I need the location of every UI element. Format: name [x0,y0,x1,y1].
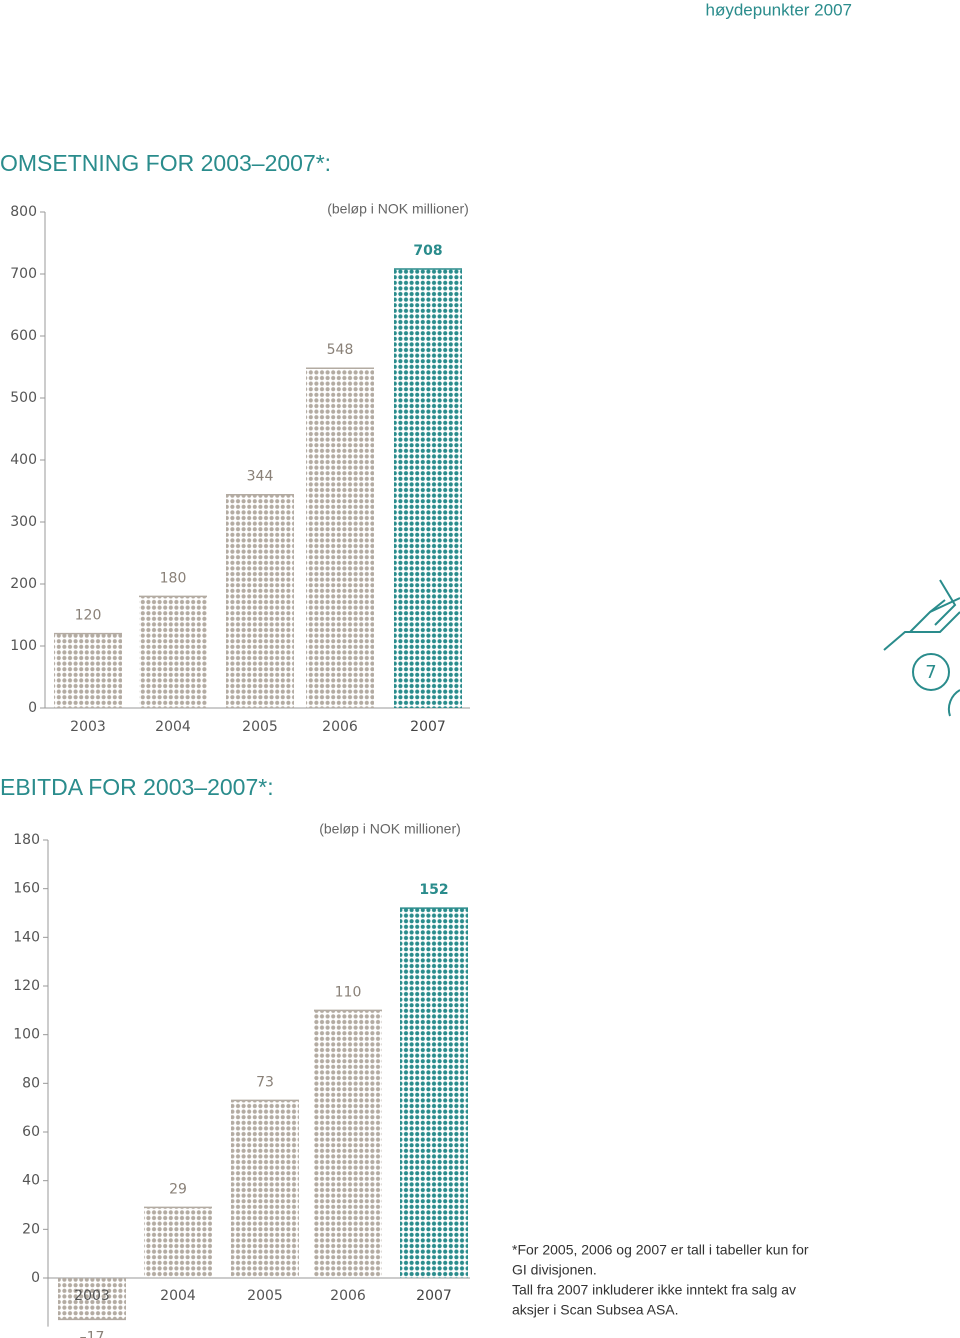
y-tick-label: 300 [10,514,37,530]
page-number: 7 [925,662,936,683]
bar [58,1278,126,1320]
y-tick-label: 100 [10,638,37,654]
bar [306,368,374,708]
bar [139,596,207,708]
value-label: –17 [80,1329,105,1338]
value-label: 120 [75,608,102,624]
y-tick-label: 60 [22,1124,40,1140]
footnote-line: Tall fra 2007 inkluderer ikke inntekt fr… [512,1282,796,1298]
y-tick-label: 160 [13,881,40,897]
y-tick-label: 600 [10,328,37,344]
value-label: 110 [335,984,362,1000]
value-label: 180 [160,570,187,586]
footnote: *For 2005, 2006 og 2007 er tall i tabell… [512,1242,809,1318]
bar [144,1207,212,1278]
y-tick-label: 100 [13,1027,40,1043]
y-tick-label: 0 [28,700,37,716]
y-tick-label: 140 [13,929,40,945]
value-label: 152 [419,882,448,898]
y-tick-label: 400 [10,452,37,468]
x-tick-label: 2007 [416,1288,452,1304]
chart-title: EBITDA FOR 2003–2007*: [0,774,274,800]
value-label: 708 [413,243,442,259]
chart-subtitle: (beløp i NOK millioner) [319,821,461,837]
x-tick-label: 2006 [322,719,358,735]
bar [54,633,122,708]
header: høydepunkter 2007 [706,0,853,19]
y-tick-label: 700 [10,266,37,282]
y-tick-label: 180 [13,832,40,848]
value-label: 29 [169,1181,187,1197]
chart-title: OMSETNING FOR 2003–2007*: [0,150,331,176]
y-tick-label: 80 [22,1075,40,1091]
decor [883,579,960,717]
x-tick-label: 2007 [410,719,446,735]
bar [231,1100,299,1278]
footnote-line: *For 2005, 2006 og 2007 er tall i tabell… [512,1242,809,1258]
x-tick-label: 2004 [155,719,191,735]
x-tick-label: 2005 [242,719,278,735]
bar [314,1010,382,1278]
bar [394,269,462,708]
bar [226,494,294,708]
y-tick-label: 200 [10,576,37,592]
value-label: 548 [327,342,354,358]
y-tick-label: 20 [22,1221,40,1237]
value-label: 73 [256,1074,274,1090]
footnote-line: aksjer i Scan Subsea ASA. [512,1302,679,1318]
y-tick-label: 800 [10,204,37,220]
bar [400,908,468,1278]
x-tick-label: 2006 [330,1288,366,1304]
x-tick-label: 2005 [247,1288,283,1304]
footnote-line: GI divisjonen. [512,1262,597,1278]
chart-subtitle: (beløp i NOK millioner) [327,201,469,217]
value-label: 344 [247,469,274,485]
y-tick-label: 40 [22,1173,40,1189]
y-tick-label: 0 [31,1270,40,1286]
x-tick-label: 2003 [74,1288,110,1304]
x-tick-label: 2004 [160,1288,196,1304]
y-tick-label: 120 [13,978,40,994]
y-tick-label: 500 [10,390,37,406]
x-tick-label: 2003 [70,719,106,735]
